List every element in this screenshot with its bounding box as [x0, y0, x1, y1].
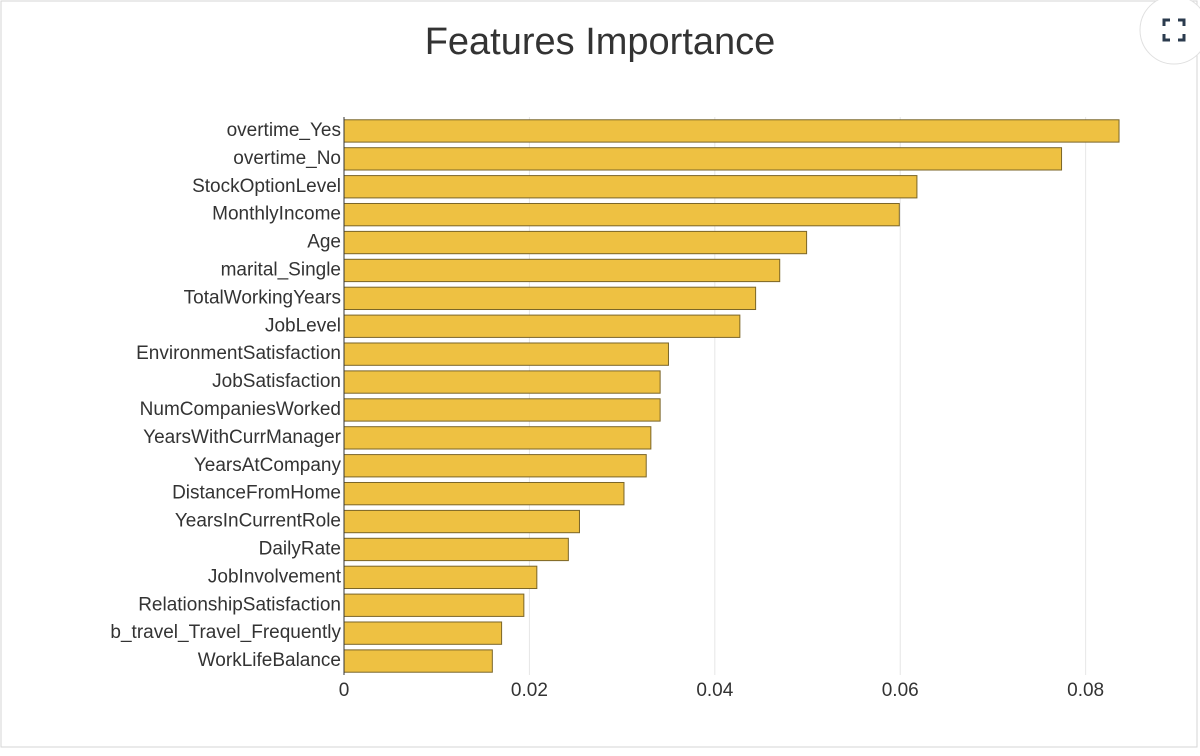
bar: [343, 621, 503, 645]
bar: [343, 454, 647, 478]
y-tick-label: NumCompaniesWorked: [140, 399, 341, 420]
y-tick-label: YearsWithCurrManager: [143, 427, 341, 448]
x-tick-label: 0.08: [1067, 680, 1104, 701]
bar: [343, 649, 493, 673]
y-tick-label: TotalWorkingYears: [184, 287, 341, 308]
bar: [343, 314, 741, 338]
bar: [343, 426, 652, 450]
bar: [343, 398, 661, 422]
x-tick-label: 0: [339, 680, 350, 701]
bar: [343, 593, 525, 617]
y-tick-label: WorkLifeBalance: [198, 650, 341, 671]
bar: [343, 370, 661, 394]
y-tick-label: MonthlyIncome: [212, 204, 341, 225]
bar: [343, 537, 569, 562]
y-tick-label: JobInvolvement: [208, 566, 342, 587]
bar: [343, 258, 781, 283]
y-tick-label: DailyRate: [259, 538, 341, 559]
y-tick-label: overtime_Yes: [227, 120, 341, 141]
y-tick-label: YearsInCurrentRole: [175, 511, 341, 532]
y-tick-label: EnvironmentSatisfaction: [136, 343, 341, 364]
y-tick-label: RelationshipSatisfaction: [138, 594, 341, 615]
y-tick-label: b_travel_Travel_Frequently: [110, 622, 341, 643]
y-tick-label: StockOptionLevel: [192, 176, 341, 197]
y-tick-label: JobSatisfaction: [212, 371, 341, 392]
bar: [343, 202, 900, 227]
y-tick-label: marital_Single: [221, 259, 341, 280]
fullscreen-button[interactable]: [1139, 0, 1200, 65]
y-tick-label: Age: [307, 232, 341, 253]
x-tick-label: 0.02: [511, 680, 548, 701]
bar: [343, 230, 808, 255]
chart-title: Features Importance: [425, 21, 776, 63]
bar: [343, 481, 625, 506]
y-tick-label: overtime_No: [233, 148, 341, 169]
x-tick-label: 0.04: [696, 680, 733, 701]
y-tick-label: DistanceFromHome: [172, 483, 341, 504]
bar: [343, 509, 580, 534]
y-tick-label: JobLevel: [265, 315, 341, 336]
x-tick-label: 0.06: [882, 680, 919, 701]
bar: [343, 342, 669, 366]
bar: [343, 147, 1063, 171]
y-tick-label: YearsAtCompany: [194, 455, 342, 476]
bar: [343, 565, 538, 590]
bar: [343, 286, 757, 311]
bar: [343, 119, 1120, 143]
bar: [343, 175, 918, 199]
